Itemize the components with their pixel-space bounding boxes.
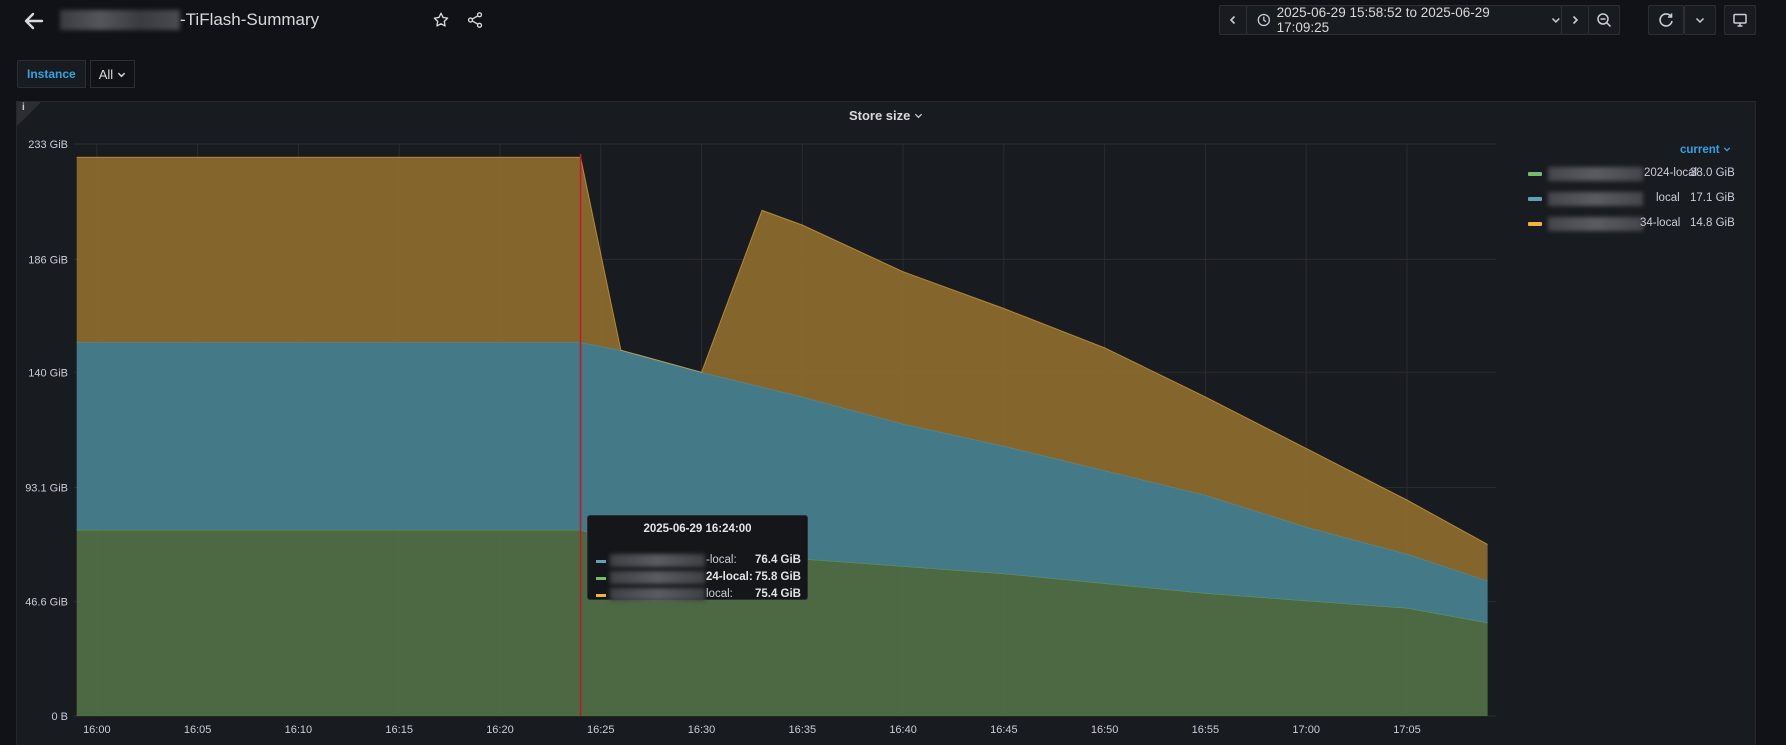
clock-icon [1257,13,1271,27]
tooltip-time: 2025-06-29 16:24:00 [643,523,752,535]
zoom-out-icon [1597,13,1612,28]
legend-current-header[interactable]: current [1680,144,1731,156]
legend-item-name: 2024-local [1644,167,1698,179]
legend-item-name: local [1656,192,1680,204]
x-tick-label: 17:00 [1292,724,1320,736]
legend-item-value: 38.0 GiB [1690,167,1735,179]
chevron-down-icon [1695,17,1705,24]
x-tick-label: 16:25 [587,724,615,736]
series-line-2 [76,156,1488,545]
tooltip-row: 24-local: 75.8 GiB [596,570,801,586]
variable-label-instance: Instance [17,60,86,88]
redacted-instance-name [610,554,705,567]
series-area-2 [76,157,1488,581]
series-area-0 [76,529,1488,716]
tooltip-swatch [596,560,606,563]
tooltip-swatch [596,594,606,597]
tooltip-row-name: 24-local: [706,571,753,583]
legend-item[interactable]: local 17.1 GiB [1528,189,1748,209]
share-icon[interactable] [466,11,484,29]
panel-title[interactable]: Store size [17,108,1755,123]
x-tick-label: 16:00 [83,724,111,736]
x-tick-label: 16:20 [486,724,514,736]
redacted-instance-name [610,588,705,601]
monitor-icon [1733,13,1747,27]
instance-select[interactable]: All [89,60,136,88]
info-icon: i [22,102,25,113]
legend-swatch [1528,197,1542,201]
panel-info-corner[interactable] [17,102,41,126]
time-shift-back-button[interactable] [1219,5,1247,35]
refresh-interval-dropdown[interactable] [1684,5,1716,35]
series-area-1 [76,342,1488,623]
x-tick-label: 17:05 [1393,724,1421,736]
x-axis-ticks: 16:00 16:05 16:10 16:15 16:20 16:25 16:30 16:35… [83,724,1421,736]
template-variables: Instance All [17,60,136,88]
redacted-instance-name [1548,167,1643,181]
y-axis-ticks: 0 B 46.6 GiB 93.1 GiB 140 GiB 186 GiB 233 GiB [25,139,68,723]
redacted-instance-name [1548,217,1643,231]
refresh-icon [1659,13,1673,27]
time-shift-forward-button[interactable] [1561,5,1589,35]
legend-swatch [1528,222,1542,226]
legend-item[interactable]: 34-local 14.8 GiB [1528,214,1748,234]
y-tick-label: 93.1 GiB [25,482,68,494]
legend-item-value: 17.1 GiB [1690,192,1735,204]
instance-select-value: All [98,66,114,82]
chevron-left-icon [1229,15,1236,25]
panel-title-text: Store size [848,108,911,123]
tooltip-swatch [596,577,606,580]
time-range-text: 2025-06-29 15:58:52 to 2025-06-29 17:09:… [1276,5,1490,35]
redacted-instance-name [1548,192,1643,206]
x-tick-label: 16:10 [285,724,313,736]
x-tick-label: 16:05 [184,724,212,736]
tooltip-row-value: 75.8 GiB [754,571,801,583]
zoom-out-button[interactable] [1588,5,1620,35]
x-tick-label: 16:40 [889,724,917,736]
redacted-title-prefix [60,10,180,30]
x-tick-label: 16:30 [688,724,716,736]
x-tick-label: 16:15 [385,724,413,736]
redacted-instance-name [610,571,705,584]
legend-header-label: current [1680,144,1720,156]
refresh-button[interactable] [1648,5,1684,35]
legend-item-name: 34-local [1640,217,1681,229]
x-tick-label: 16:45 [990,724,1018,736]
x-tick-label: 16:55 [1192,724,1220,736]
dashboard-title[interactable]: -TiFlash-Summary [180,10,320,29]
y-tick-label: 46.6 GiB [25,597,68,609]
legend-item-value: 14.8 GiB [1690,217,1735,229]
chevron-down-icon [1723,147,1731,152]
chevron-down-icon [117,72,126,77]
y-tick-label: 186 GiB [28,254,68,266]
chart-tooltip: 2025-06-29 16:24:00 -local: 76.4 GiB 24-… [587,515,808,603]
legend-swatch [1528,172,1542,176]
star-icon[interactable] [432,11,450,29]
x-tick-label: 16:35 [789,724,817,736]
time-range-picker[interactable]: 2025-06-29 15:58:52 to 2025-06-29 17:09:… [1246,5,1562,35]
tooltip-row-value: 76.4 GiB [754,554,801,566]
top-bar: -TiFlash-Summary 2025-06-29 15:58:52 to … [0,0,1786,42]
y-tick-label: 233 GiB [28,139,68,151]
chart-areas [76,156,1488,716]
legend-item[interactable]: 2024-local 38.0 GiB [1528,164,1748,184]
y-tick-label: 0 B [51,711,68,723]
tooltip-row: -local: 76.4 GiB [596,553,801,569]
tv-mode-button[interactable] [1724,5,1756,35]
x-tick-label: 16:50 [1091,724,1119,736]
chevron-right-icon [1572,15,1579,25]
y-tick-label: 140 GiB [28,367,68,379]
back-arrow-icon[interactable] [22,9,46,33]
chevron-down-icon [1552,18,1561,23]
chevron-down-icon [914,113,923,119]
tooltip-row-value: 75.4 GiB [754,588,801,600]
tooltip-row-name: local: [706,588,733,600]
tooltip-row: local: 75.4 GiB [596,587,801,603]
tooltip-row-name: -local: [706,554,737,566]
